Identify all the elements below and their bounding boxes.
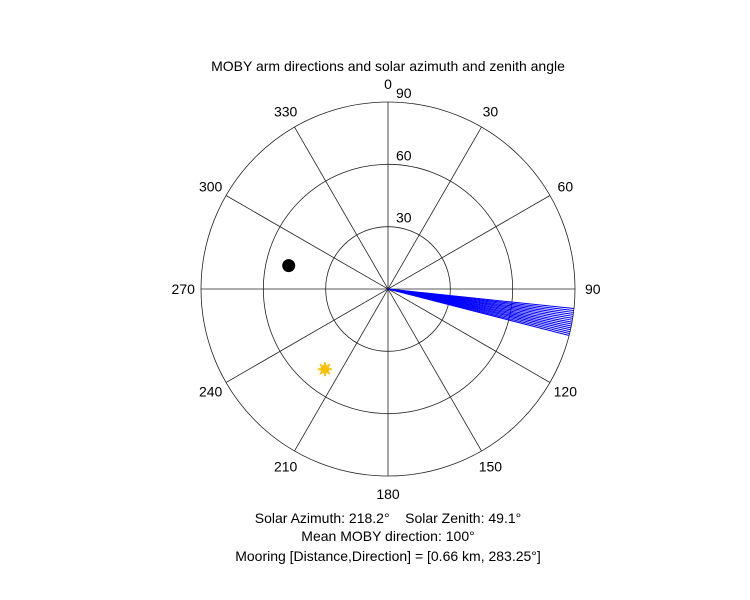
angular-tick-label-60: 60 bbox=[558, 179, 574, 195]
angular-tick-label-210: 210 bbox=[274, 458, 298, 474]
angular-tick-label-150: 150 bbox=[479, 458, 503, 474]
angular-tick-label-270: 270 bbox=[172, 281, 196, 297]
chart-title: MOBY arm directions and solar azimuth an… bbox=[211, 58, 565, 74]
angular-tick-label-300: 300 bbox=[199, 179, 223, 195]
radial-tick-label-90: 90 bbox=[396, 85, 412, 101]
angular-tick-label-30: 30 bbox=[483, 104, 499, 120]
radial-tick-labels: 30 60 90 bbox=[396, 85, 412, 226]
sun-icon bbox=[317, 362, 332, 377]
angular-tick-label-240: 240 bbox=[199, 383, 223, 399]
angular-tick-label-330: 330 bbox=[274, 104, 298, 120]
angular-tick-label-120: 120 bbox=[554, 383, 578, 399]
moby-arm-direction-lines bbox=[387, 288, 575, 336]
caption-mean-direction: Mean MOBY direction: 100° bbox=[301, 528, 474, 544]
sun-point bbox=[320, 364, 330, 374]
mooring-point bbox=[282, 259, 296, 273]
data-points bbox=[282, 259, 332, 377]
radial-tick-label-30: 30 bbox=[396, 210, 412, 226]
arm-line-14 bbox=[387, 288, 570, 336]
angular-tick-label-180: 180 bbox=[376, 486, 400, 502]
angular-tick-labels: 0 30 60 90 120 150 180 210 240 270 300 330 bbox=[172, 76, 601, 502]
caption-mooring: Mooring [Distance,Direction] = [0.66 km,… bbox=[235, 548, 541, 564]
caption-solar: Solar Azimuth: 218.2° Solar Zenith: 49.1… bbox=[255, 510, 521, 526]
radial-tick-label-60: 60 bbox=[396, 147, 412, 163]
angular-tick-label-90: 90 bbox=[585, 281, 601, 297]
angular-tick-label-0: 0 bbox=[384, 76, 392, 92]
